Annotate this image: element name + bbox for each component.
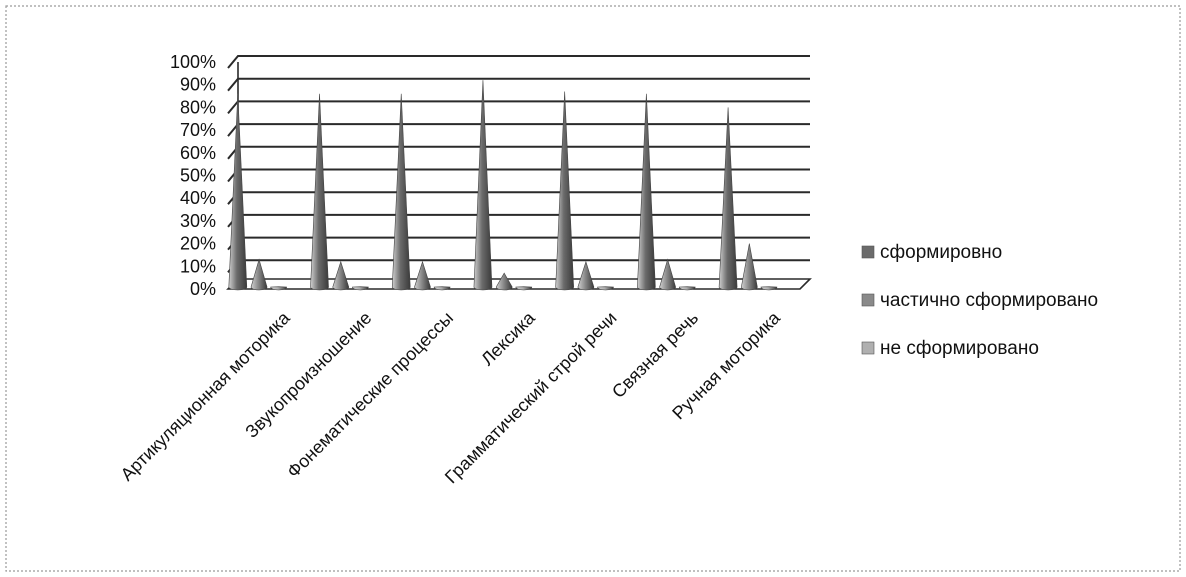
cone-0 [555, 91, 574, 291]
legend-label: частично сформировано [880, 290, 1098, 311]
legend-label: сформировно [880, 242, 1002, 263]
cone-2 [678, 286, 696, 291]
y-tick-label: 40% [180, 188, 216, 208]
y-tick-label: 50% [180, 166, 216, 186]
cone-1 [495, 272, 513, 291]
cone-2 [760, 286, 778, 291]
cone-1 [332, 260, 350, 291]
y-tick-label: 10% [180, 256, 216, 276]
y-tick-label: 90% [180, 75, 216, 95]
cone-1 [577, 260, 595, 291]
cone-series [228, 80, 778, 291]
cone-0 [718, 107, 738, 291]
cone-0 [473, 80, 493, 291]
legend-label: не сформировано [880, 338, 1039, 359]
cone-1 [741, 243, 758, 291]
gridline [227, 77, 810, 92]
cone-0 [228, 93, 248, 291]
cone-0 [310, 93, 329, 291]
cone-0 [637, 93, 656, 291]
cone-2 [515, 286, 533, 291]
cone-2 [597, 286, 614, 291]
cone-1 [659, 258, 676, 291]
gridline [227, 55, 810, 69]
y-tick-label: 70% [180, 120, 216, 140]
cone-2 [433, 286, 451, 291]
legend-swatch [861, 341, 875, 355]
legend: сформировно частично сформировано не сформ… [861, 242, 1098, 359]
y-tick-label: 60% [180, 143, 216, 163]
cone-1 [414, 260, 431, 291]
y-tick-label: 20% [180, 234, 216, 254]
cone-2 [352, 286, 369, 291]
y-tick-label: 0% [190, 279, 216, 299]
y-tick-label: 30% [180, 211, 216, 231]
y-tick-label: 80% [180, 97, 216, 117]
cone-1 [250, 258, 268, 291]
cone-2 [270, 286, 287, 291]
legend-swatch [861, 245, 875, 259]
y-tick-label: 100% [170, 52, 216, 72]
cone-0 [391, 93, 411, 291]
y-axis-ticks: 0% 10%20% 30% 40%50% 60% 70% 80%90% 100% [170, 52, 216, 299]
legend-swatch [861, 293, 875, 307]
